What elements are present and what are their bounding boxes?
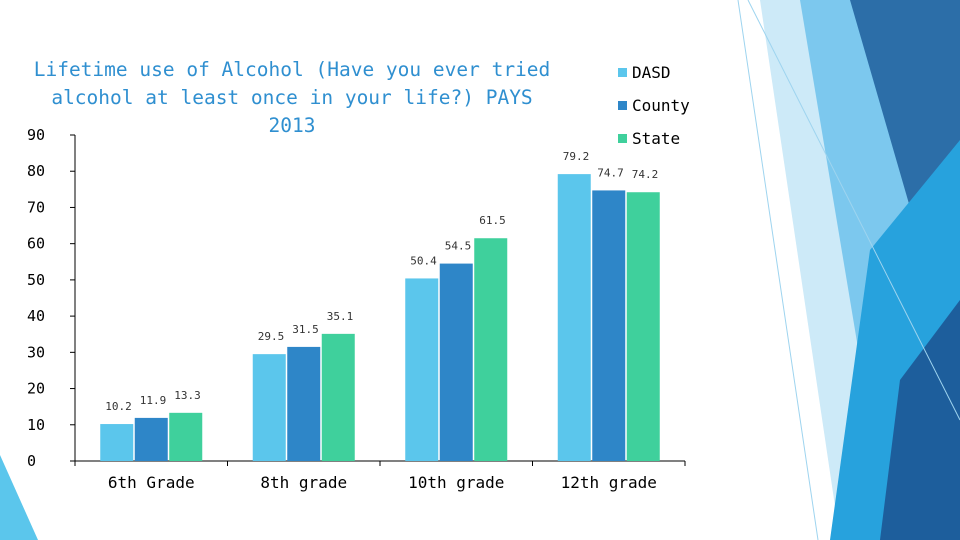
bar-dasd — [557, 174, 591, 461]
y-tick-label: 0 — [27, 452, 36, 470]
legend-label-county: County — [632, 96, 690, 115]
y-tick-label: 80 — [27, 162, 45, 180]
legend-item-dasd: DASD — [618, 56, 690, 89]
chart-legend: DASD County State — [618, 56, 690, 155]
x-tick-label: 12th grade — [561, 473, 657, 492]
data-label-state: 61.5 — [479, 214, 506, 227]
decor-band-deep — [880, 300, 960, 540]
bar-county — [592, 190, 626, 462]
bar-state — [626, 192, 660, 461]
chart-title-line-2: alcohol at least once in your life?) PAY… — [51, 86, 533, 137]
bar-state — [169, 412, 203, 461]
y-tick-label: 10 — [27, 416, 45, 434]
legend-item-state: State — [618, 122, 690, 155]
decor-line-1 — [737, 0, 819, 540]
chart-title: Lifetime use of Alcohol (Have you ever t… — [22, 56, 562, 140]
chart-bars — [100, 174, 660, 462]
y-tick-label: 40 — [27, 307, 45, 325]
x-tick-label: 6th Grade — [108, 473, 195, 492]
bar-county — [439, 263, 473, 461]
data-label-dasd: 50.4 — [410, 254, 437, 267]
legend-item-county: County — [618, 89, 690, 122]
data-label-dasd: 10.2 — [105, 400, 132, 413]
legend-label-state: State — [632, 129, 681, 148]
x-tick-label: 10th grade — [408, 473, 504, 492]
y-tick-label: 50 — [27, 271, 45, 289]
legend-swatch-dasd — [618, 68, 627, 77]
decor-left-arrow — [0, 455, 38, 540]
chart-labels: 10.2 11.9 13.3 6th Grade 29.5 31.5 35.1 8th gra… — [105, 150, 658, 492]
y-tick-label: 20 — [27, 380, 45, 398]
bar-dasd — [100, 424, 134, 461]
legend-swatch-state — [618, 134, 627, 143]
chart-title-line-1: Lifetime use of Alcohol (Have you ever t… — [33, 58, 551, 81]
y-tick-label: 30 — [27, 343, 45, 361]
bar-dasd — [252, 354, 286, 461]
legend-swatch-county — [618, 101, 627, 110]
bar-state — [321, 333, 355, 461]
data-label-dasd: 79.2 — [563, 150, 590, 163]
data-label-dasd: 29.5 — [258, 330, 285, 343]
data-label-county: 54.5 — [445, 240, 472, 253]
bar-state — [474, 238, 508, 461]
data-label-state: 74.2 — [632, 168, 659, 181]
bar-county — [134, 417, 168, 461]
data-label-county: 74.7 — [597, 166, 624, 179]
bar-county — [287, 346, 321, 461]
data-label-state: 35.1 — [327, 310, 354, 323]
y-tick-label: 60 — [27, 235, 45, 253]
legend-label-dasd: DASD — [632, 63, 671, 82]
y-tick-label: 70 — [27, 198, 45, 216]
y-tick-label: 90 — [27, 126, 45, 144]
bar-dasd — [405, 278, 439, 461]
data-label-county: 11.9 — [140, 394, 167, 407]
data-label-county: 31.5 — [292, 323, 319, 336]
decor-line-2 — [747, 0, 960, 421]
data-label-state: 13.3 — [174, 389, 201, 402]
x-tick-label: 8th grade — [260, 473, 347, 492]
